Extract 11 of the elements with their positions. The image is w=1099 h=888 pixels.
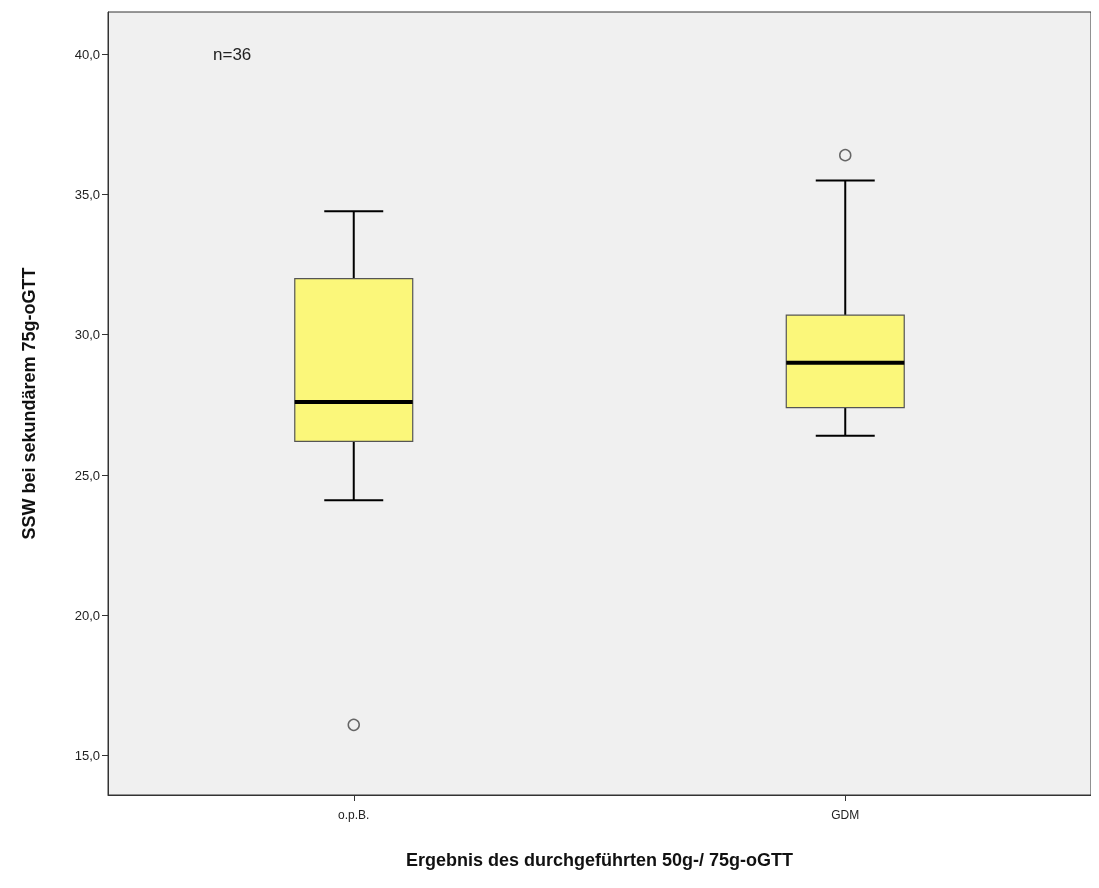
x-tick-label: o.p.B. (338, 808, 370, 822)
x-tick-label: GDM (831, 808, 860, 822)
y-tick-label: 30,0 (74, 327, 100, 343)
y-tick-label: 35,0 (74, 186, 100, 202)
y-tick-label: 40,0 (74, 46, 100, 62)
y-axis-title: SSW bei sekundärem 75g-oGTT (19, 267, 39, 540)
annotation: n=36 (213, 45, 252, 64)
y-tick-label: 25,0 (74, 467, 100, 483)
x-axis-title: Ergebnis des durchgeführten 50g-/ 75g-oGTT (405, 850, 794, 870)
y-tick-label: 15,0 (74, 748, 100, 764)
y-tick-label: 20,0 (74, 607, 100, 623)
